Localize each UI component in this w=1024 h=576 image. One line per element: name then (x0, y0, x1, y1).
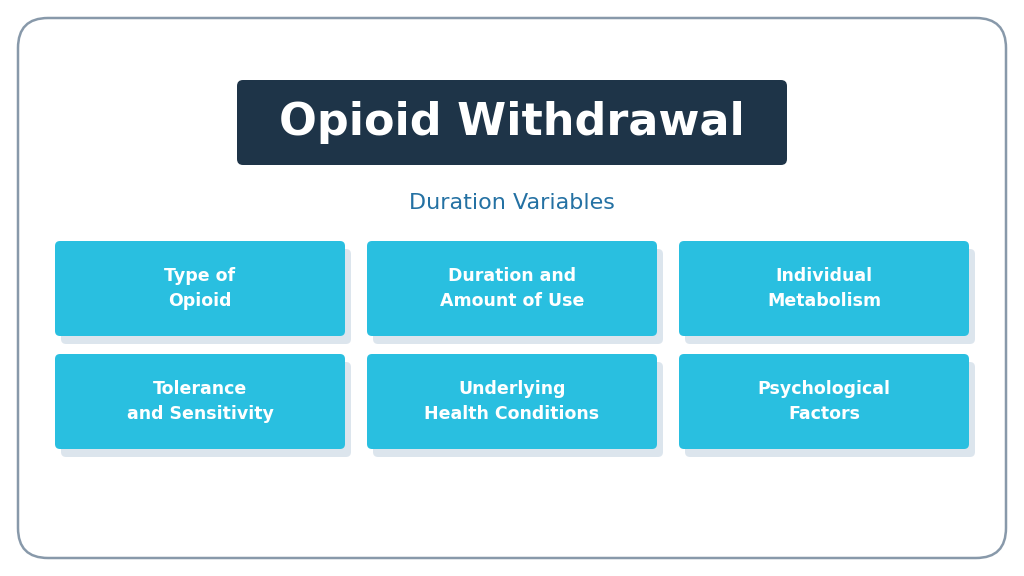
Text: Individual
Metabolism: Individual Metabolism (767, 267, 881, 310)
FancyBboxPatch shape (373, 362, 663, 457)
Text: Duration Variables: Duration Variables (409, 193, 615, 213)
Text: Tolerance
and Sensitivity: Tolerance and Sensitivity (127, 380, 273, 423)
FancyBboxPatch shape (685, 362, 975, 457)
FancyBboxPatch shape (679, 354, 969, 449)
FancyBboxPatch shape (61, 249, 351, 344)
FancyBboxPatch shape (367, 354, 657, 449)
Text: Opioid Withdrawal: Opioid Withdrawal (280, 101, 744, 144)
FancyBboxPatch shape (685, 249, 975, 344)
FancyBboxPatch shape (55, 241, 345, 336)
FancyBboxPatch shape (55, 354, 345, 449)
Text: Duration and
Amount of Use: Duration and Amount of Use (440, 267, 584, 310)
FancyBboxPatch shape (237, 80, 787, 165)
Text: Psychological
Factors: Psychological Factors (758, 380, 891, 423)
FancyBboxPatch shape (679, 241, 969, 336)
Text: Underlying
Health Conditions: Underlying Health Conditions (424, 380, 600, 423)
FancyBboxPatch shape (367, 241, 657, 336)
FancyBboxPatch shape (18, 18, 1006, 558)
FancyBboxPatch shape (61, 362, 351, 457)
FancyBboxPatch shape (373, 249, 663, 344)
Text: Type of
Opioid: Type of Opioid (165, 267, 236, 310)
